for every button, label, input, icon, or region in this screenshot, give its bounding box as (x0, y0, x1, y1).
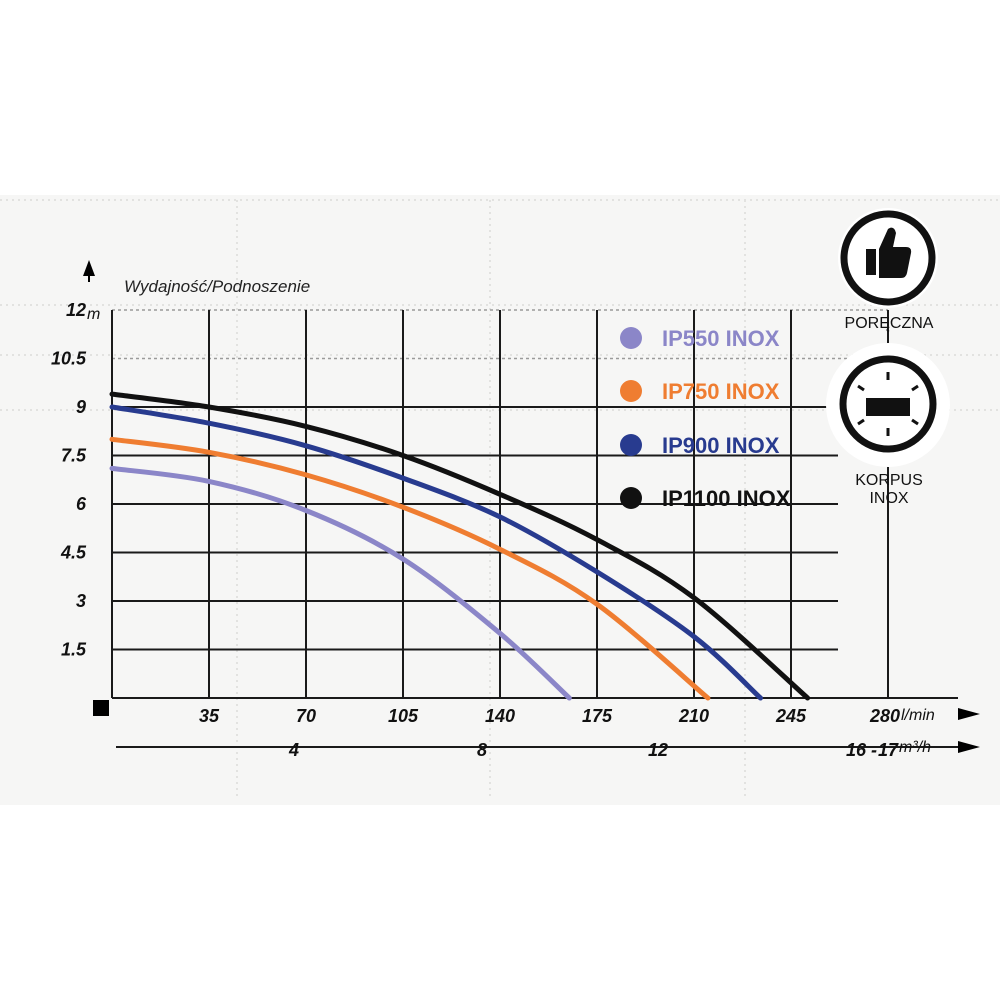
x-tick-label: 70 (296, 706, 316, 726)
thumbs-up-icon (866, 227, 912, 278)
x-axis-unit: l/min (901, 707, 935, 724)
x2-axis-unit: m³/h (899, 739, 931, 756)
x2-axis-arrow (958, 741, 980, 753)
badge-ring (840, 210, 936, 306)
y-axis-unit: m (87, 306, 100, 323)
y-tick-label: 12 (66, 300, 86, 320)
radiance-tick (911, 418, 919, 426)
radiance-tick (857, 418, 865, 426)
x2-tick-label: 4 (288, 740, 299, 760)
x-tick-label: 280 (869, 706, 900, 726)
x2-tick-label: 12 (648, 740, 668, 760)
chart-title: Wydajność/Podnoszenie (124, 277, 310, 296)
x-tick-label: 175 (582, 706, 613, 726)
x-tick-label: 105 (388, 706, 419, 726)
radiance-tick (857, 384, 865, 392)
legend-marker (620, 487, 642, 509)
x-tick-label: 140 (485, 706, 515, 726)
stainless-body-icon (866, 398, 910, 416)
y-tick-label: 6 (76, 494, 87, 514)
badge-label: KORPUS (855, 472, 923, 489)
y-tick-label: 7.5 (61, 446, 87, 466)
y-tick-label: 1.5 (61, 640, 87, 660)
origin-marker-square (93, 700, 109, 716)
legend-label: IP900 INOX (662, 433, 780, 458)
x-tick-label: 210 (678, 706, 709, 726)
badge-label: PORĘCZNA (845, 315, 934, 332)
x2-tick-label: 8 (477, 740, 487, 760)
series-line-ip550-inox (109, 465, 572, 701)
x2-tick-label: 16 - (846, 740, 877, 760)
legend-marker (620, 327, 642, 349)
x-axis-arrow (958, 708, 980, 720)
y-tick-label: 10.5 (51, 349, 87, 369)
radiance-tick (911, 384, 919, 392)
y-tick-label: 3 (76, 591, 86, 611)
x-tick-label: 245 (775, 706, 807, 726)
legend-marker (620, 434, 642, 456)
badge-ring (839, 355, 937, 453)
x2-tick-label: 17 (878, 740, 899, 760)
y-axis-arrow (83, 260, 95, 276)
badge-label: INOX (869, 490, 908, 507)
series-line-ip750-inox (109, 436, 711, 701)
legend-label: IP1100 INOX (662, 486, 791, 511)
legend-marker (620, 380, 642, 402)
series-line-ip1100-inox (109, 391, 811, 701)
legend-label: IP750 INOX (662, 379, 780, 404)
series-line-ip900-inox (109, 404, 763, 701)
y-tick-label: 9 (76, 397, 86, 417)
y-tick-label: 4.5 (60, 543, 87, 563)
legend-label: IP550 INOX (662, 326, 780, 351)
x-tick-label: 35 (199, 706, 220, 726)
